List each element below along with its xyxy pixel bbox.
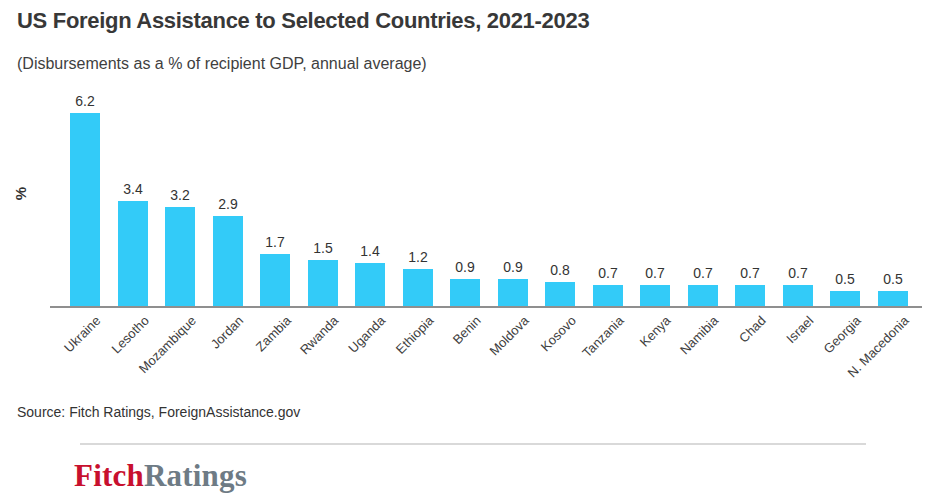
footer-divider xyxy=(80,443,866,445)
bar-value-label: 0.7 xyxy=(788,265,807,281)
chart-canvas: US Foreign Assistance to Selected Countr… xyxy=(0,0,936,501)
bar xyxy=(260,254,290,307)
bar-value-label: 0.7 xyxy=(598,265,617,281)
bar-value-label: 0.8 xyxy=(550,262,569,278)
bar xyxy=(213,216,243,307)
x-axis-category-label: Lesotho xyxy=(108,313,151,356)
bar xyxy=(640,285,670,307)
bar xyxy=(498,279,528,307)
bar xyxy=(830,291,860,307)
bar xyxy=(545,282,575,307)
logo-fitch-text: Fitch xyxy=(74,458,144,493)
bar-value-label: 2.9 xyxy=(218,196,237,212)
x-axis-category-label: Tanzania xyxy=(579,313,626,360)
bar xyxy=(70,113,100,307)
bar xyxy=(118,201,148,307)
x-axis-category-label: Ukraine xyxy=(61,313,103,355)
x-axis-category-label: Israel xyxy=(784,313,817,346)
x-axis-category-label: Moldova xyxy=(486,313,531,358)
y-axis-label: % xyxy=(12,187,29,200)
chart-title: US Foreign Assistance to Selected Countr… xyxy=(17,8,589,34)
bar xyxy=(308,260,338,307)
fitch-ratings-logo: FitchRatings xyxy=(74,458,247,494)
bar xyxy=(783,285,813,307)
bar-value-label: 1.7 xyxy=(265,234,284,250)
bar xyxy=(165,207,195,307)
x-axis-category-label: Benin xyxy=(449,313,483,347)
bar xyxy=(355,263,385,307)
bar-value-label: 3.4 xyxy=(123,181,142,197)
bar-value-label: 0.9 xyxy=(455,259,474,275)
x-axis-category-label: Namibia xyxy=(677,313,721,357)
bar-value-label: 0.9 xyxy=(503,259,522,275)
bar-value-label: 3.2 xyxy=(170,187,189,203)
chart-subtitle: (Disbursements as a % of recipient GDP, … xyxy=(17,55,427,73)
source-note: Source: Fitch Ratings, ForeignAssistance… xyxy=(17,404,300,420)
x-axis-category-label: Ethiopia xyxy=(393,313,437,357)
x-axis-line xyxy=(50,306,922,308)
bar-value-label: 1.4 xyxy=(360,243,379,259)
x-axis-category-label: Kosovo xyxy=(537,313,578,354)
bar xyxy=(735,285,765,307)
bar-value-label: 0.7 xyxy=(645,265,664,281)
bar-value-label: 1.2 xyxy=(408,249,427,265)
bar xyxy=(688,285,718,307)
logo-ratings-text: Ratings xyxy=(144,458,247,493)
bar-value-label: 0.7 xyxy=(693,265,712,281)
bar-value-label: 0.7 xyxy=(740,265,759,281)
x-axis-category-label: Jordan xyxy=(208,313,247,352)
bar xyxy=(403,269,433,307)
bar xyxy=(450,279,480,307)
x-axis-category-label: Chad xyxy=(736,313,769,346)
x-axis-category-label: Rwanda xyxy=(297,313,341,357)
bar-value-label: 6.2 xyxy=(75,93,94,109)
bar-value-label: 1.5 xyxy=(313,240,332,256)
x-axis-category-label: Georgia xyxy=(820,313,863,356)
x-axis-category-label: Kenya xyxy=(637,313,674,350)
x-axis-category-label: Uganda xyxy=(346,313,389,356)
x-axis-category-label: Zambia xyxy=(252,313,293,354)
bar-value-label: 0.5 xyxy=(835,271,854,287)
bar-value-label: 0.5 xyxy=(883,271,902,287)
bar xyxy=(593,285,623,307)
bar xyxy=(878,291,908,307)
